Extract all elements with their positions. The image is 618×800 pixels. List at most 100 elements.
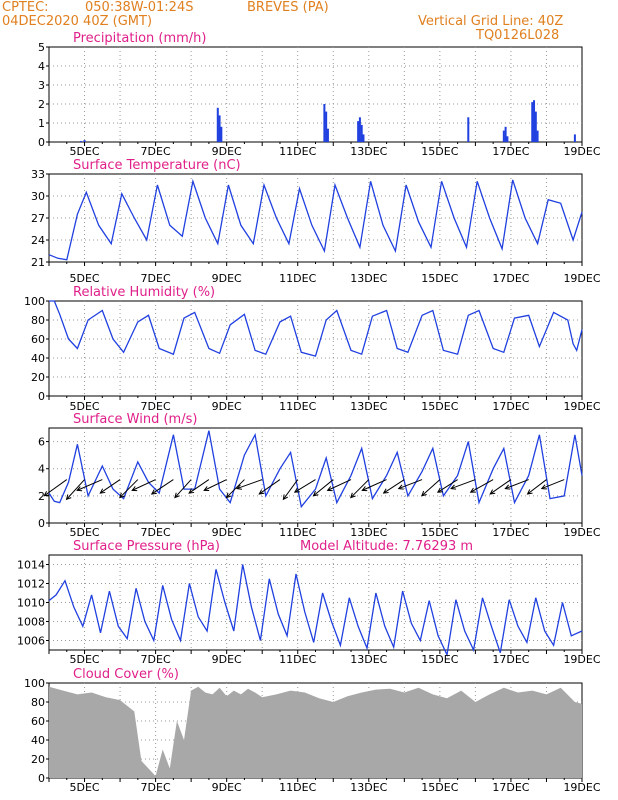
- relative-humidity-title: Relative Humidity (%): [73, 285, 215, 300]
- precipitation-ytick-label: 3: [38, 79, 45, 92]
- surface-wind-vector: [188, 479, 210, 494]
- wind-vector-head: [119, 492, 125, 499]
- wind-vector-shaft: [258, 479, 281, 495]
- wind-vector-head: [326, 486, 333, 492]
- surface-temperature-xtick-label: 15DEC: [421, 272, 458, 285]
- surface-wind-xtick-label: 11DEC: [279, 526, 316, 539]
- surface-temperature-xtick-label: 9DEC: [212, 272, 242, 285]
- wind-vector-head: [131, 486, 138, 492]
- cloud-cover-ytick-label: 60: [31, 715, 45, 728]
- wind-vector-shaft: [226, 479, 245, 498]
- wind-vector-head: [450, 484, 457, 490]
- precipitation-xtick-label: 19DEC: [563, 145, 600, 158]
- surface-wind-ytick-label: 2: [38, 490, 45, 503]
- cloud-cover-title: Cloud Cover (%): [73, 667, 179, 682]
- surface-pressure-xtick-label: 7DEC: [141, 653, 171, 666]
- precipitation-bar: [218, 115, 221, 142]
- surface-wind-vector: [131, 479, 156, 492]
- cloud-cover-xtick-label: 17DEC: [492, 781, 529, 794]
- surface-pressure-xtick-label: 13DEC: [350, 653, 387, 666]
- wind-vector-head: [43, 491, 50, 497]
- relative-humidity-xtick-label: 17DEC: [492, 400, 529, 413]
- surface-wind-ytick-label: 6: [38, 436, 45, 449]
- surface-wind-vector: [150, 479, 174, 495]
- cloud-cover-xtick-label: 7DEC: [141, 781, 171, 794]
- surface-pressure-xtick-label: 19DEC: [563, 653, 600, 666]
- relative-humidity-series-line: [49, 300, 583, 357]
- precipitation-frame: [48, 46, 583, 143]
- cloud-cover-area: [49, 686, 582, 778]
- precipitation-ytick-label: 0: [38, 136, 45, 149]
- surface-temperature-xtick-label: 17DEC: [492, 272, 529, 285]
- surface-temperature-panel: 21 24 27 30 33 5DEC 7DEC 9DEC 11DEC 13DEC 15DEC 17D…: [31, 158, 601, 285]
- run-id-label: TQ0126L028: [476, 28, 560, 43]
- surface-wind-vector: [282, 479, 299, 501]
- wind-vector-shaft: [421, 479, 441, 497]
- wind-vector-head: [436, 487, 443, 493]
- precipitation-bar: [358, 117, 361, 142]
- surface-temperature-ytick-label: 30: [31, 190, 45, 203]
- surface-pressure-xtick-label: 15DEC: [421, 653, 458, 666]
- wind-vector-shaft: [236, 479, 263, 490]
- wind-vector-shaft: [398, 479, 423, 490]
- wind-vector-shaft: [43, 479, 68, 497]
- wind-vector-shaft: [362, 479, 387, 491]
- surface-wind-vector: [43, 479, 68, 497]
- cloud-cover-ytick-label: 20: [31, 753, 45, 766]
- relative-humidity-xtick-label: 5DEC: [69, 400, 99, 413]
- surface-pressure-ytick-label: 1006: [17, 635, 45, 648]
- relative-humidity-xtick-label: 11DEC: [279, 400, 316, 413]
- precipitation-bar: [83, 140, 86, 142]
- wind-vector-shaft: [505, 479, 529, 490]
- coords-label: 050:38W-01:24S: [85, 0, 194, 15]
- precipitation-bar: [531, 102, 534, 142]
- precipitation-bar: [533, 100, 536, 142]
- wind-vector-head: [350, 492, 356, 499]
- surface-wind-vector: [489, 479, 512, 495]
- cloud-cover-panel: 0 20 40 60 80 100 5DEC 7DEC 9DEC 11DEC 13DEC 15DEC 1…: [24, 667, 601, 794]
- surface-wind-xtick-label: 17DEC: [492, 526, 529, 539]
- surface-pressure-panel: 1006 1008 1010 1012 1014 5DEC 7DEC 9DEC 11DEC 13D…: [17, 539, 601, 666]
- surface-temperature-ytick-label: 27: [31, 212, 45, 225]
- precipitation-xtick-label: 17DEC: [492, 145, 529, 158]
- wind-vector-head: [312, 490, 319, 497]
- relative-humidity-xtick-label: 15DEC: [421, 400, 458, 413]
- precipitation-ytick-label: 4: [38, 60, 45, 73]
- surface-wind-vector: [469, 479, 494, 493]
- surface-pressure-xtick-label: 9DEC: [212, 653, 242, 666]
- init-time-label: 04DEC2020 40Z (GMT): [2, 14, 153, 29]
- surface-pressure-xtick-label: 17DEC: [492, 653, 529, 666]
- precipitation-xtick-label: 7DEC: [141, 145, 171, 158]
- relative-humidity-xtick-label: 13DEC: [350, 400, 387, 413]
- wind-vector-head: [203, 486, 210, 491]
- surface-pressure-note: Model Altitude: 7.76293 m: [300, 539, 473, 554]
- surface-temperature-xtick-label: 5DEC: [69, 272, 99, 285]
- surface-wind-xtick-label: 5DEC: [69, 526, 99, 539]
- precipitation-xtick-label: 13DEC: [350, 145, 387, 158]
- surface-wind-vector: [203, 479, 227, 491]
- surface-pressure-xtick-label: 11DEC: [279, 653, 316, 666]
- surface-pressure-ytick-label: 1014: [17, 559, 45, 572]
- surface-wind-vector: [174, 479, 192, 499]
- surface-wind-vector: [397, 479, 423, 490]
- precipitation-xtick-label: 15DEC: [421, 145, 458, 158]
- wind-vector-head: [293, 487, 300, 493]
- wind-vector-shaft: [294, 479, 316, 493]
- wind-vector-head: [258, 489, 265, 495]
- precipitation-xtick-label: 9DEC: [212, 145, 242, 158]
- surface-wind-vector: [421, 479, 441, 497]
- cloud-cover-xtick-label: 5DEC: [69, 781, 99, 794]
- relative-humidity-panel: 0 20 40 60 80 100 5DEC 7DEC 9DEC 11DEC 13DEC 15DEC 1…: [24, 285, 601, 413]
- cloud-cover-xtick-label: 13DEC: [350, 781, 387, 794]
- wind-vector-head: [150, 489, 157, 495]
- wind-vector-head: [382, 488, 389, 494]
- wind-vector-shaft: [119, 479, 139, 498]
- precipitation-bar: [216, 107, 219, 142]
- surface-pressure-title: Surface Pressure (hPa): [73, 539, 220, 554]
- precipitation-ytick-label: 5: [38, 41, 45, 54]
- precipitation-bar: [502, 130, 505, 142]
- surface-temperature-ytick-label: 24: [31, 234, 45, 247]
- wind-vector-head: [188, 488, 195, 494]
- surface-temperature-ytick-label: 33: [31, 168, 45, 181]
